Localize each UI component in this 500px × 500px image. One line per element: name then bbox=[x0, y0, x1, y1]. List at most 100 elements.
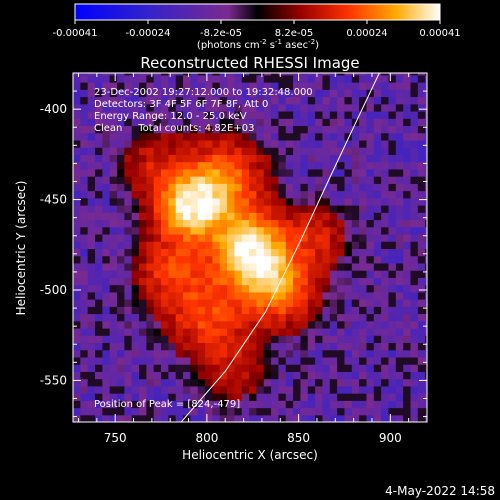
heatmap-cell bbox=[300, 313, 309, 322]
heatmap-cell bbox=[124, 226, 133, 235]
heatmap-cell bbox=[87, 176, 96, 184]
heatmap-cell bbox=[117, 183, 125, 192]
heatmap-cell bbox=[285, 205, 294, 213]
heatmap-cell bbox=[168, 118, 177, 127]
heatmap-cell bbox=[249, 125, 258, 134]
heatmap-cell bbox=[359, 335, 368, 344]
heatmap-cell bbox=[263, 291, 272, 300]
heatmap-cell bbox=[161, 147, 169, 155]
heatmap-cell bbox=[109, 212, 118, 221]
heatmap-cell bbox=[256, 125, 265, 134]
heatmap-cell bbox=[278, 385, 287, 394]
heatmap-cell bbox=[278, 378, 287, 387]
heatmap-cell bbox=[337, 82, 346, 90]
heatmap-cell bbox=[351, 73, 360, 76]
heatmap-cell bbox=[388, 82, 397, 90]
heatmap-cell bbox=[256, 73, 265, 76]
heatmap-cell bbox=[263, 183, 272, 192]
heatmap-cell bbox=[373, 190, 382, 199]
heatmap-cell bbox=[87, 183, 96, 192]
heatmap-cell bbox=[366, 393, 375, 401]
colorbar-tick-label: 0.00024 bbox=[346, 28, 387, 39]
heatmap-cell bbox=[425, 219, 427, 228]
heatmap-cell bbox=[87, 393, 96, 401]
heatmap-cell bbox=[197, 103, 206, 112]
heatmap-cell bbox=[337, 212, 346, 221]
heatmap-cell bbox=[271, 226, 280, 235]
heatmap-cell bbox=[271, 147, 280, 155]
heatmap-cell bbox=[256, 168, 265, 177]
heatmap-cell bbox=[381, 233, 390, 242]
heatmap-cell bbox=[388, 414, 397, 422]
heatmap-cell bbox=[285, 168, 294, 177]
heatmap-cell bbox=[249, 284, 258, 293]
heatmap-cell bbox=[95, 385, 103, 394]
heatmap-cell bbox=[329, 233, 338, 242]
heatmap-cell bbox=[410, 212, 419, 221]
heatmap-cell bbox=[241, 277, 250, 286]
heatmap-cell bbox=[359, 226, 368, 235]
heatmap-cell bbox=[212, 82, 221, 90]
heatmap-cell bbox=[234, 327, 243, 336]
heatmap-cell bbox=[87, 270, 96, 278]
heatmap-cell bbox=[263, 125, 272, 134]
heatmap-cell bbox=[190, 306, 199, 315]
heatmap-cell bbox=[322, 342, 331, 351]
heatmap-cell bbox=[307, 74, 316, 83]
heatmap-cell bbox=[139, 154, 147, 163]
heatmap-cell bbox=[80, 132, 89, 141]
heatmap-cell bbox=[212, 226, 221, 235]
heatmap-cell bbox=[395, 103, 404, 112]
heatmap-cell bbox=[337, 371, 346, 380]
heatmap-cell bbox=[263, 168, 272, 177]
heatmap-cell bbox=[403, 89, 412, 98]
heatmap-cell bbox=[366, 183, 375, 192]
heatmap-cell bbox=[329, 364, 338, 372]
heatmap-cell bbox=[95, 270, 103, 278]
heatmap-cell bbox=[168, 233, 177, 242]
heatmap-cell bbox=[73, 219, 81, 228]
heatmap-cell bbox=[139, 103, 147, 112]
heatmap-cell bbox=[263, 82, 272, 90]
heatmap-cell bbox=[278, 118, 287, 127]
heatmap-cell bbox=[219, 147, 228, 155]
heatmap-cell bbox=[410, 255, 419, 264]
heatmap-cell bbox=[293, 233, 302, 242]
heatmap-cell bbox=[403, 226, 412, 235]
heatmap-cell bbox=[300, 82, 309, 90]
heatmap-cell bbox=[175, 385, 184, 394]
heatmap-cell bbox=[337, 306, 346, 315]
heatmap-cell bbox=[285, 190, 294, 199]
heatmap-cell bbox=[183, 96, 191, 105]
heatmap-cell bbox=[205, 103, 213, 112]
heatmap-cell bbox=[183, 110, 191, 119]
heatmap-cell bbox=[300, 270, 309, 278]
heatmap-cell bbox=[366, 73, 375, 76]
heatmap-cell bbox=[227, 197, 236, 206]
heatmap-cell bbox=[366, 299, 375, 307]
heatmap-cell bbox=[417, 74, 426, 83]
heatmap-cell bbox=[205, 176, 213, 184]
heatmap-cell bbox=[271, 291, 280, 300]
heatmap-cell bbox=[161, 226, 169, 235]
heatmap-cell bbox=[285, 248, 294, 257]
heatmap-cell bbox=[256, 255, 265, 264]
heatmap-cell bbox=[153, 183, 162, 192]
heatmap-cell bbox=[388, 241, 397, 249]
heatmap-cell bbox=[329, 110, 338, 119]
heatmap-cell bbox=[256, 270, 265, 278]
heatmap-cell bbox=[249, 320, 258, 329]
heatmap-cell bbox=[73, 139, 81, 148]
heatmap-cell bbox=[241, 147, 250, 155]
heatmap-cell bbox=[351, 219, 360, 228]
heatmap-cell bbox=[219, 414, 228, 422]
heatmap-cell bbox=[395, 82, 404, 90]
heatmap-cell bbox=[205, 407, 213, 416]
heatmap-cell bbox=[410, 190, 419, 199]
heatmap-cell bbox=[271, 255, 280, 264]
heatmap-cell bbox=[153, 255, 162, 264]
heatmap-cell bbox=[381, 74, 390, 83]
heatmap-cell bbox=[212, 284, 221, 293]
heatmap-cell bbox=[227, 73, 236, 76]
heatmap-cell bbox=[124, 147, 133, 155]
